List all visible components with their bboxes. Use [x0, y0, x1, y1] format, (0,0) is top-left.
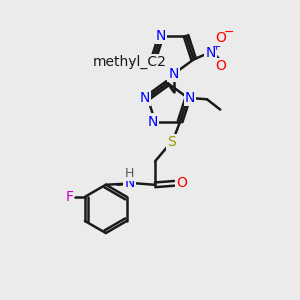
Text: methyl_C2: methyl_C2 — [93, 55, 167, 69]
Text: N: N — [156, 29, 166, 43]
Text: +: + — [212, 42, 221, 52]
Text: −: − — [223, 26, 234, 39]
Text: H: H — [125, 167, 134, 180]
Text: N: N — [148, 115, 158, 128]
Text: F: F — [65, 190, 73, 204]
Text: N: N — [124, 176, 135, 190]
Text: O: O — [215, 31, 226, 45]
Text: methyl: methyl — [131, 61, 136, 62]
Text: O: O — [176, 176, 187, 190]
Text: N: N — [185, 91, 195, 105]
Text: S: S — [167, 135, 176, 149]
Text: N: N — [140, 91, 150, 105]
Text: N: N — [205, 46, 216, 60]
Text: N: N — [168, 67, 179, 81]
Text: O: O — [215, 59, 226, 73]
